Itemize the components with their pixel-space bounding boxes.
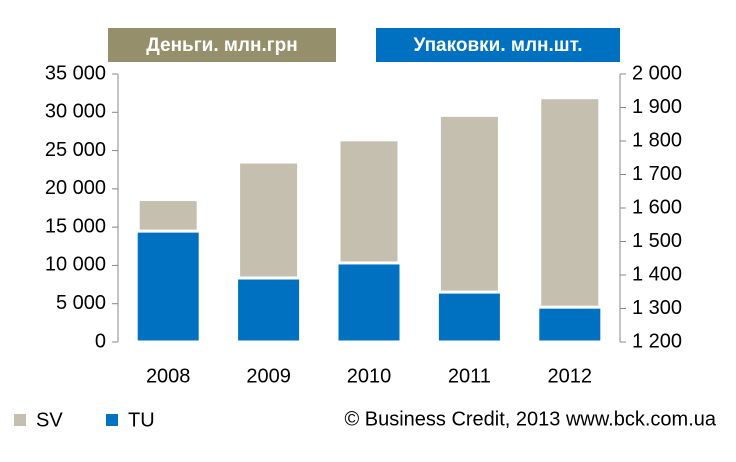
y-tick-label: 25 000 — [45, 139, 106, 161]
legend-swatch — [106, 414, 118, 426]
y-axis-label: Деньги. млн.грн — [146, 35, 298, 56]
bar — [134, 229, 202, 344]
bar — [235, 276, 303, 344]
bar — [536, 305, 604, 344]
x-tick-label: 2008 — [146, 365, 191, 387]
y-label-box — [108, 28, 336, 62]
legend-label: SV — [36, 409, 63, 431]
y2-tick-label: 1 300 — [632, 297, 682, 319]
bar — [335, 261, 403, 344]
y-tick-label: 35 000 — [45, 62, 106, 84]
y2-axis-label: Упаковки. млн.шт. — [413, 35, 582, 56]
y2-tick-label: 1 600 — [632, 196, 682, 218]
bar — [435, 290, 503, 344]
y-tick-label: 30 000 — [45, 101, 106, 123]
y2-tick-label: 2 000 — [632, 62, 682, 84]
y-tick-label: 20 000 — [45, 177, 106, 199]
legend-label: TU — [128, 409, 155, 431]
bar — [538, 96, 602, 344]
y2-tick-label: 1 500 — [632, 230, 682, 252]
y-tick-label: 5 000 — [56, 292, 106, 314]
x-tick-label: 2010 — [347, 365, 392, 387]
x-tick-label: 2011 — [448, 365, 491, 387]
legend-swatch — [14, 414, 26, 426]
y2-label-box — [376, 28, 620, 62]
y2-tick-label: 1 400 — [632, 263, 682, 285]
y2-tick-label: 1 200 — [632, 330, 682, 352]
y2-tick-label: 1 700 — [632, 163, 682, 185]
annotation: © Business Credit, 2013 www.bck.com.ua — [344, 408, 716, 430]
x-tick-label: 2009 — [246, 365, 291, 387]
y2-tick-label: 1 900 — [632, 96, 682, 118]
y-tick-label: 15 000 — [45, 215, 106, 237]
y-tick-label: 10 000 — [45, 254, 106, 276]
y-tick-label: 0 — [95, 330, 106, 352]
y2-tick-label: 1 800 — [632, 129, 682, 151]
x-tick-label: 2012 — [548, 365, 593, 387]
